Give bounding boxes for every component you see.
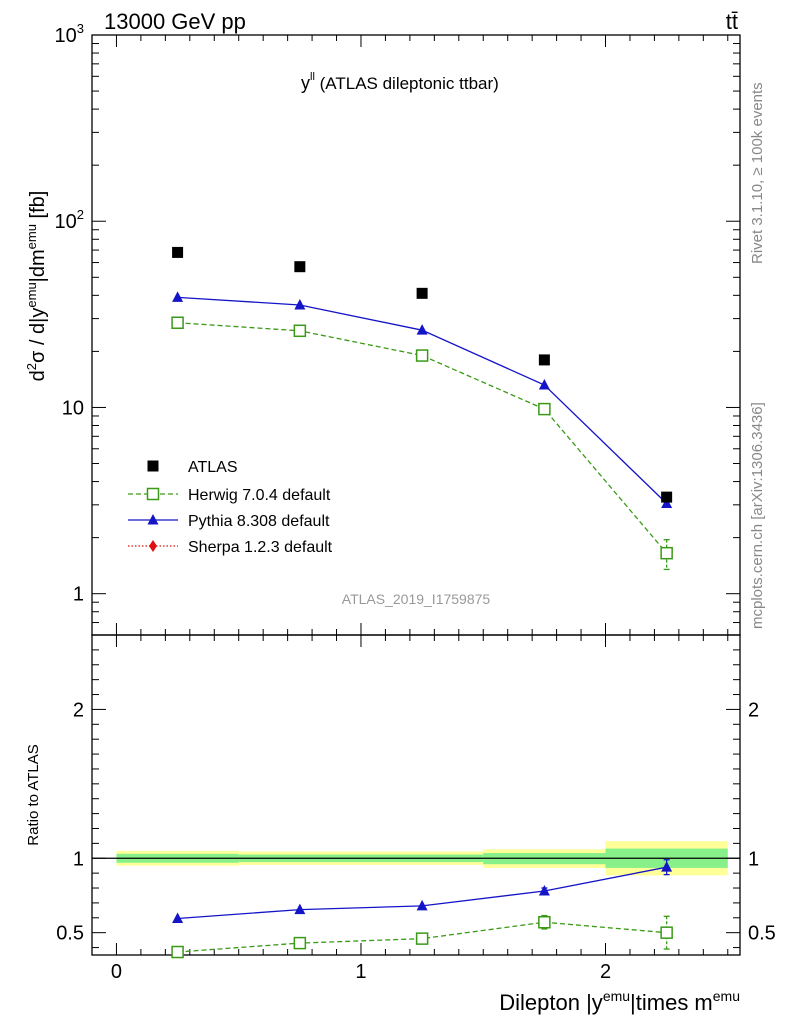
- legend-pythia-label: Pythia 8.308 default: [188, 513, 330, 530]
- pythia-main-point-2: [416, 324, 428, 335]
- pythia-ratio-point-4: [661, 861, 673, 872]
- y-tick-label-ratio-0.5: 0.5: [56, 923, 84, 945]
- y-tick-label-main-10: 10: [62, 397, 84, 419]
- atlas-main-point-1: [294, 261, 306, 273]
- analysis-watermark: ATLAS_2019_I1759875: [342, 591, 491, 607]
- x-tick-label-0: 0: [111, 961, 122, 983]
- pythia-ratio-point-2: [416, 899, 428, 911]
- pythia-ratio-point-0: [172, 912, 184, 924]
- plot-title-sup: ll: [310, 71, 315, 83]
- herwig-main-point-1: [293, 324, 307, 338]
- plot-layer: 0 1 2 1 10 102 103 0.5 0.5 1 1 2 2 ATLAS Herwig 7.0.4 …: [55, 21, 776, 983]
- herwig-main-line: [177, 322, 668, 554]
- legend-atlas-marker: [147, 460, 159, 472]
- herwig-ratio-point-3: [538, 916, 551, 929]
- pythia-main-point-1: [294, 298, 306, 310]
- herwig-main-point-2: [415, 349, 429, 362]
- herwig-main-point-4: [660, 546, 673, 560]
- atlas-main-point-0: [172, 246, 184, 258]
- rivet-label: Rivet 3.1.10, ≥ 100k events: [749, 82, 766, 264]
- herwig-ratio-point-1: [293, 936, 307, 950]
- y-tick-label-main-100: 102: [55, 207, 84, 233]
- legend-pythia-marker: [147, 514, 159, 525]
- y-tick-label-main-1: 1: [73, 584, 84, 606]
- pythia-ratio-line: [177, 866, 667, 920]
- legend-atlas-label: ATLAS: [188, 459, 238, 476]
- y-tick-label-ratio-1: 1: [73, 848, 84, 870]
- legend-sherpa-marker: [149, 540, 157, 552]
- header-left: 13000 GeV pp: [104, 9, 246, 34]
- y-tick-label-ratio-2: 2: [73, 699, 84, 721]
- y-tick-label-ratio-right-0.5: 0.5: [748, 923, 776, 945]
- legend-herwig-marker: [146, 487, 160, 501]
- pythia-main-point-3: [538, 379, 550, 390]
- y-tick-label-ratio-right-1: 1: [748, 848, 759, 870]
- atlas-main-point-2: [416, 287, 428, 299]
- x-tick-label-2: 2: [600, 961, 611, 983]
- mcplots-label: mcplots.cern.ch [arXiv:1306.3436]: [749, 402, 766, 629]
- atlas-main-point-3: [538, 354, 550, 366]
- x-axis-label: Dilepton |yemu|times memu: [499, 988, 740, 1015]
- herwig-ratio-point-4: [660, 926, 673, 939]
- pythia-ratio-point-1: [294, 903, 306, 915]
- y-axis-label-bottom: Ratio to ATLAS: [25, 744, 42, 845]
- y-tick-label-main-1000: 103: [55, 21, 84, 47]
- herwig-ratio-point-2: [415, 932, 429, 945]
- herwig-main-point-0: [171, 316, 184, 330]
- ratio-panel-frame: [91, 634, 741, 956]
- plot-title: yll (ATLAS dileptonic ttbar): [301, 71, 499, 93]
- atlas-main-point-4: [661, 491, 673, 503]
- legend-sherpa-label: Sherpa 1.2.3 default: [188, 539, 333, 556]
- pythia-main-point-0: [172, 291, 184, 302]
- header-right: tt̄: [726, 9, 738, 34]
- plot-title-main: y: [301, 73, 310, 93]
- pythia-main-point-4: [661, 497, 673, 508]
- herwig-main-point-3: [538, 402, 551, 416]
- legend-herwig-label: Herwig 7.0.4 default: [188, 487, 331, 504]
- y-axis-label-top: d2σ / d|yemu|dmemu [fb]: [24, 191, 49, 382]
- herwig-ratio-point-0: [171, 945, 184, 959]
- y-tick-label-ratio-right-2: 2: [748, 699, 759, 721]
- pythia-ratio-point-3: [538, 885, 550, 896]
- x-tick-label-1: 1: [355, 961, 366, 983]
- plot-title-rest: (ATLAS dileptonic ttbar): [315, 74, 499, 93]
